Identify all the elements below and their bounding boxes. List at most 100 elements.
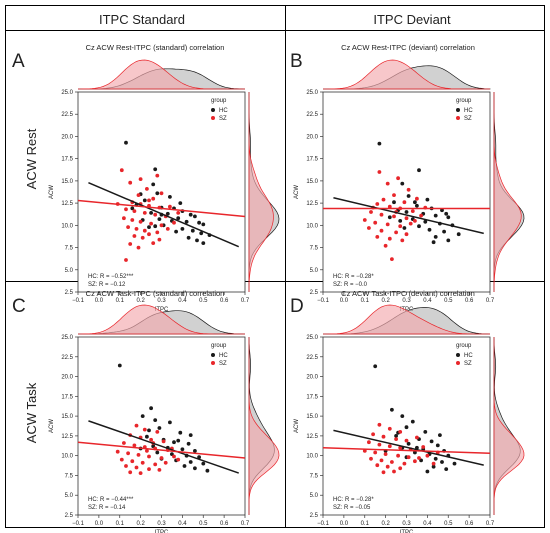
y-tick-label: 25.0	[61, 90, 73, 96]
x-tick-label: 0.2	[381, 298, 390, 304]
data-point-hc	[168, 420, 172, 425]
data-point-hc	[180, 447, 185, 452]
chart-panel-3: Cz ACW Task-ITPC (standard) correlation−…	[49, 289, 280, 533]
data-point-sz	[128, 470, 133, 475]
data-point-hc	[182, 464, 187, 468]
data-point-hc	[390, 407, 394, 412]
data-point-sz	[367, 226, 371, 230]
data-point-sz	[140, 235, 145, 240]
data-point-sz	[126, 451, 130, 456]
data-point-hc	[178, 430, 183, 435]
column-header-standard: ITPC Standard	[99, 12, 185, 27]
data-point-sz	[155, 430, 160, 434]
data-point-hc	[438, 433, 442, 437]
x-tick-label: 0.7	[241, 298, 250, 304]
legend-marker-sz	[211, 116, 215, 120]
kde-right-sz	[493, 337, 525, 515]
data-point-hc	[440, 208, 444, 213]
data-point-sz	[413, 459, 417, 464]
data-point-sz	[400, 238, 405, 243]
y-tick-label: 15.0	[306, 414, 318, 420]
data-point-sz	[373, 450, 378, 455]
data-point-sz	[138, 177, 143, 182]
x-tick-label: 0.3	[157, 298, 166, 304]
data-point-sz	[147, 454, 151, 459]
data-point-hc	[180, 227, 185, 231]
data-point-sz	[381, 197, 386, 202]
data-point-sz	[168, 204, 172, 209]
correlation-annotation: HC: R = −0.28*	[333, 274, 374, 280]
y-tick-label: 5.0	[65, 268, 74, 274]
chart-panel-4: Cz ACW Task-ITPC (deviant) correlation −0…	[294, 289, 525, 533]
data-point-sz	[124, 207, 128, 212]
y-tick-label: 22.5	[61, 355, 73, 361]
data-point-hc	[193, 214, 197, 219]
data-point-sz	[165, 227, 170, 231]
legend-label-hc: HC	[464, 108, 473, 114]
data-point-hc	[190, 228, 195, 233]
legend-marker-hc	[456, 353, 460, 357]
data-point-sz	[396, 176, 400, 181]
data-point-sz	[417, 456, 421, 460]
data-point-sz	[124, 258, 128, 262]
data-point-hc	[176, 216, 181, 221]
kde-right-sz	[248, 92, 274, 293]
data-point-sz	[122, 441, 126, 445]
data-point-hc	[456, 232, 461, 237]
data-point-hc	[153, 418, 158, 422]
data-point-sz	[387, 426, 392, 431]
chart-title: Cz ACW Task-ITPC (deviant) correlation	[341, 289, 475, 298]
kde-top-sz	[78, 59, 245, 90]
data-point-hc	[147, 428, 151, 433]
data-point-sz	[145, 449, 149, 453]
data-point-sz	[425, 453, 430, 458]
x-axis-label: ITPC	[400, 530, 414, 533]
y-tick-label: 2.5	[310, 513, 319, 519]
y-axis-label: ACW	[49, 419, 55, 433]
data-point-hc	[184, 219, 189, 224]
y-tick-label: 2.5	[65, 513, 74, 519]
x-tick-label: 0.0	[340, 298, 349, 304]
legend-marker-sz	[211, 361, 215, 365]
data-point-hc	[151, 182, 156, 187]
row-label-rest: ACW Rest	[24, 128, 39, 189]
data-point-sz	[172, 220, 176, 225]
y-tick-label: 20.0	[306, 375, 318, 381]
y-tick-label: 10.0	[61, 454, 73, 460]
x-tick-label: −0.1	[317, 521, 330, 527]
data-point-sz	[119, 168, 124, 173]
legend-label-sz: SZ	[464, 361, 472, 367]
correlation-annotation: SZ: R = −0.14	[88, 505, 126, 511]
y-tick-label: 17.5	[306, 157, 318, 163]
plot-area	[322, 91, 491, 293]
data-point-sz	[161, 439, 166, 444]
data-point-hc	[201, 222, 206, 227]
legend-title: group	[211, 98, 227, 104]
data-point-hc	[406, 194, 411, 198]
data-point-hc	[404, 425, 409, 430]
legend-marker-hc	[211, 108, 215, 112]
data-point-hc	[446, 238, 451, 243]
data-point-hc	[117, 363, 122, 368]
y-tick-label: 12.5	[306, 201, 318, 207]
data-point-sz	[147, 198, 151, 203]
regression-line-hc	[88, 181, 240, 248]
x-tick-label: 0.1	[361, 521, 370, 527]
data-point-hc	[199, 231, 204, 236]
data-point-sz	[136, 245, 141, 250]
chart-title: Cz ACW Rest-ITPC (standard) correlation	[86, 43, 225, 52]
x-tick-label: −0.1	[72, 521, 85, 527]
y-tick-label: 15.0	[306, 179, 318, 185]
x-axis-label: ITPC	[400, 307, 414, 313]
data-point-sz	[130, 218, 135, 222]
x-tick-label: −0.1	[317, 298, 330, 304]
data-point-hc	[176, 438, 181, 443]
x-tick-label: 0.2	[381, 521, 390, 527]
data-point-sz	[394, 437, 398, 441]
correlation-annotation: HC: R = −0.44***	[88, 497, 134, 503]
legend-title: group	[456, 98, 472, 104]
y-tick-label: 2.5	[65, 290, 74, 296]
x-tick-label: 0.5	[199, 298, 208, 304]
data-point-sz	[379, 458, 384, 463]
data-point-sz	[402, 461, 407, 466]
